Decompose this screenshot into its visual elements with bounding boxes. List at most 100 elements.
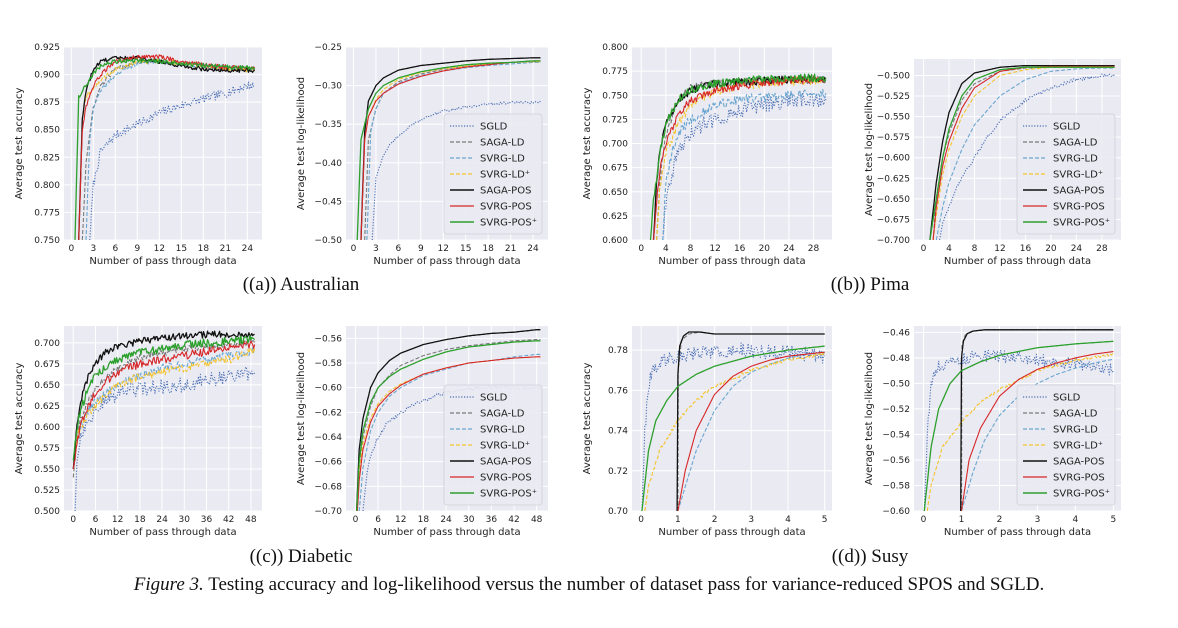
y-tick-label: −0.30 <box>314 82 342 92</box>
series-line-svrg-ld-plus <box>656 75 827 240</box>
y-tick-label: 0.675 <box>602 164 628 174</box>
x-axis-label: Number of pass through data <box>944 256 1091 267</box>
legend-label-saga-ld: SAGA-LD <box>480 409 525 420</box>
chart-panel-7: 0 1 2 3 4 5 0.70 0.72 0.74 0.76 0.78 Number of pass… <box>582 326 832 538</box>
x-tick-label: 0 <box>351 244 357 254</box>
legend-label-saga-pos: SAGA-POS <box>1053 186 1104 197</box>
y-tick-label: 0.70 <box>608 507 628 517</box>
y-tick-label: −0.70 <box>314 507 342 517</box>
x-tick-label: 20 <box>1045 244 1057 254</box>
x-tick-label: 8 <box>972 244 978 254</box>
x-tick-label: 20 <box>759 244 771 254</box>
x-tick-label: 18 <box>198 244 210 254</box>
x-tick-label: 24 <box>783 244 795 254</box>
x-axis-label: Number of pass through data <box>944 527 1091 538</box>
x-tick-label: 4 <box>1073 515 1079 525</box>
y-tick-label: 0.900 <box>34 71 60 81</box>
legend-label-saga-ld: SAGA-LD <box>480 138 525 149</box>
series-line-svrg-ld <box>72 346 256 470</box>
legend-label-sgld: SGLD <box>1053 122 1081 133</box>
series-line-svrg-ld <box>662 88 827 240</box>
series-lines <box>74 54 256 240</box>
figure-caption-label: Figure 3. <box>133 574 204 595</box>
x-tick-label: 5 <box>822 515 828 525</box>
series-line-sgld <box>371 100 541 240</box>
x-tick-label: 0 <box>68 244 74 254</box>
y-tick-label: −0.575 <box>877 133 910 143</box>
x-tick-label: 12 <box>438 244 449 254</box>
y-tick-label: 0.750 <box>602 91 628 101</box>
y-tick-label: 0.700 <box>602 140 628 150</box>
y-axis-label: Average test accuracy <box>582 363 593 475</box>
series-lines <box>923 329 1114 511</box>
series-line-svrg-ld-plus <box>644 352 825 511</box>
x-tick-label: 6 <box>112 244 118 254</box>
y-tick-label: 0.775 <box>602 67 628 77</box>
y-tick-label: 0.525 <box>34 486 60 496</box>
y-tick-label: −0.48 <box>882 354 910 364</box>
series-line-saga-pos <box>676 331 825 511</box>
x-tick-label: 6 <box>93 515 99 525</box>
series-line-svrg-pos <box>356 356 541 511</box>
x-axis-label: Number of pass through data <box>658 527 805 538</box>
x-tick-label: 42 <box>223 515 234 525</box>
x-tick-label: 1 <box>959 515 965 525</box>
y-tick-label: 0.825 <box>34 153 60 163</box>
series-line-svrg-pos <box>677 351 825 511</box>
y-tick-label: −0.56 <box>314 334 342 344</box>
x-tick-label: 6 <box>375 515 381 525</box>
subcaption-a: ((a)) Australian <box>243 274 360 295</box>
series-line-sgld <box>923 349 1114 511</box>
y-tick-label: 0.675 <box>34 360 60 370</box>
series-line-svrg-pos-plus <box>929 66 1115 240</box>
y-tick-label: −0.40 <box>314 159 342 169</box>
y-tick-label: −0.700 <box>877 236 911 246</box>
x-axis-label: Number of pass through data <box>89 527 236 538</box>
x-axis-label: Number of pass through data <box>658 256 805 267</box>
x-tick-label: 12 <box>154 244 165 254</box>
y-tick-label: 0.550 <box>34 465 60 475</box>
x-tick-label: 42 <box>508 515 519 525</box>
series-line-sgld <box>662 92 827 240</box>
series-lines <box>641 331 826 511</box>
y-tick-label: 0.78 <box>608 346 628 356</box>
y-tick-label: −0.46 <box>882 328 910 338</box>
x-tick-label: 1 <box>675 515 681 525</box>
y-tick-label: −0.66 <box>314 458 342 468</box>
y-tick-label: 0.750 <box>34 236 60 246</box>
legend: SGLD SAGA-LD SVRG-LD SVRG-LD⁺ SAGA-POS SVRG-P… <box>443 384 543 506</box>
x-tick-label: 3 <box>90 244 96 254</box>
legend-box <box>443 113 543 235</box>
y-tick-label: −0.650 <box>877 195 911 205</box>
y-tick-label: −0.56 <box>882 456 910 466</box>
y-tick-label: −0.62 <box>314 408 342 418</box>
series-line-svrg-pos-plus <box>649 73 827 240</box>
subcaption-b: ((b)) Pima <box>831 274 910 295</box>
series-line-svrg-ld <box>935 67 1115 240</box>
y-tick-label: −0.68 <box>314 482 342 492</box>
y-axis-label: Average test accuracy <box>582 88 593 200</box>
legend-label-saga-ld: SAGA-LD <box>1053 409 1098 420</box>
legend: SGLD SAGA-LD SVRG-LD SVRG-LD⁺ SAGA-POS SVRG-P… <box>1016 384 1116 506</box>
legend: SGLD SAGA-LD SVRG-LD SVRG-LD⁺ SAGA-POS SVRG-P… <box>1016 113 1116 235</box>
legend-label-svrg-ld-plus: SVRG-LD⁺ <box>1053 441 1103 452</box>
series-line-svrg-pos-plus <box>923 340 1114 511</box>
panels-group: 0 3 6 9 12 15 18 21 240.7500.7750.8000.8250.8500… <box>14 43 1121 538</box>
y-tick-label: 0.850 <box>34 126 60 136</box>
chart-panel-8: 0 1 2 3 4 5 −0.60 −0.58 −0.56 −0.54 −0.52 −0.50 −0.4… <box>864 326 1121 538</box>
chart-panel-6: 0 6 12 18 24 30 36 42 48 −0.70 −0.68 −0.66 −0.64 −0.6… <box>296 326 548 538</box>
series-line-svrg-pos <box>652 75 826 240</box>
y-tick-label: 0.500 <box>34 507 60 517</box>
y-axis-label: Average test accuracy <box>14 363 25 475</box>
legend-box <box>443 384 543 506</box>
y-tick-label: 0.775 <box>34 208 60 218</box>
x-tick-label: 18 <box>134 515 146 525</box>
legend-label-svrg-pos: SVRG-POS <box>1053 202 1105 213</box>
series-line-svrg-pos <box>960 350 1114 511</box>
x-tick-label: 24 <box>440 515 452 525</box>
series-lines <box>649 73 827 240</box>
series-lines <box>356 57 541 240</box>
x-tick-label: 30 <box>179 515 191 525</box>
x-tick-label: 6 <box>396 244 402 254</box>
